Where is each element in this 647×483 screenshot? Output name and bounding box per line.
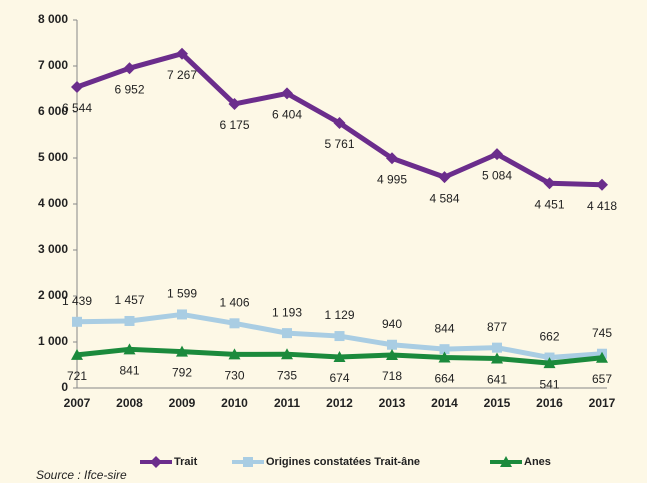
data-label: 4 584	[429, 191, 459, 205]
point-marker	[124, 315, 135, 326]
point-marker	[596, 178, 608, 191]
point-marker	[177, 309, 187, 320]
data-label: 940	[382, 317, 402, 331]
data-label: 7 267	[167, 68, 197, 82]
point-marker	[543, 177, 556, 190]
y-tick-label: 1 000	[38, 334, 68, 348]
point-marker	[438, 351, 451, 363]
data-label: 6 544	[62, 101, 92, 115]
point-marker	[438, 171, 451, 184]
point-marker	[596, 351, 608, 363]
y-tick-label: 5 000	[38, 150, 68, 164]
point-marker	[439, 344, 450, 355]
x-tick-label: 2010	[221, 396, 248, 410]
point-marker	[72, 316, 82, 327]
y-tick-label: 2 000	[38, 288, 68, 302]
point-marker	[333, 350, 346, 362]
point-marker	[176, 345, 188, 357]
data-label: 718	[382, 369, 402, 383]
point-marker	[71, 80, 83, 93]
data-label: 877	[487, 320, 507, 334]
point-marker	[387, 339, 397, 350]
point-marker	[281, 348, 293, 360]
data-label: 5 084	[482, 168, 512, 182]
y-tick-label: 7 000	[38, 58, 68, 72]
data-label: 6 952	[114, 82, 144, 96]
x-tick-label: 2009	[169, 396, 196, 410]
x-tick-label: 2012	[326, 396, 353, 410]
data-label: 674	[329, 371, 349, 385]
data-label: 730	[224, 369, 244, 383]
point-marker	[123, 62, 136, 75]
data-label: 4 451	[534, 197, 564, 211]
point-marker	[386, 348, 398, 360]
y-tick-label: 3 000	[38, 242, 68, 256]
data-label: 1 406	[219, 295, 249, 309]
data-label: 1 599	[167, 287, 197, 301]
point-marker	[543, 357, 556, 369]
data-label: 1 193	[272, 305, 302, 319]
point-marker	[491, 148, 503, 161]
legend-marker	[500, 456, 512, 467]
x-tick-label: 2011	[274, 396, 300, 410]
data-label: 745	[592, 326, 612, 340]
x-tick-label: 2017	[589, 396, 616, 410]
point-marker	[176, 47, 188, 60]
legend-marker	[150, 456, 162, 468]
x-tick-label: 2014	[431, 396, 458, 410]
point-marker	[71, 348, 83, 360]
point-marker	[492, 342, 502, 353]
point-marker	[281, 87, 293, 100]
y-tick-label: 6 000	[38, 104, 68, 118]
data-label: 6 404	[272, 108, 302, 122]
x-tick-label: 2016	[536, 396, 563, 410]
point-marker	[491, 352, 503, 364]
y-tick-label: 0	[61, 380, 68, 394]
data-label: 4 995	[377, 172, 407, 186]
data-label: 844	[434, 321, 454, 335]
point-marker	[229, 318, 240, 329]
y-tick-label: 4 000	[38, 196, 68, 210]
data-label: 657	[592, 372, 612, 386]
point-marker	[282, 328, 292, 339]
legend-label: Anes	[524, 456, 551, 468]
data-label: 792	[172, 366, 192, 380]
x-tick-label: 2008	[116, 396, 143, 410]
legend-marker	[243, 457, 253, 467]
data-label: 4 418	[587, 199, 617, 213]
data-label: 541	[539, 377, 559, 391]
data-label: 641	[487, 373, 507, 387]
point-marker	[386, 152, 398, 165]
y-tick-label: 8 000	[38, 12, 68, 26]
data-label: 1 457	[114, 293, 144, 307]
data-label: 841	[119, 363, 139, 377]
data-label: 662	[539, 330, 559, 344]
data-label: 664	[434, 372, 454, 386]
data-label: 735	[277, 368, 297, 382]
data-label: 721	[67, 369, 87, 383]
point-marker	[333, 116, 346, 129]
point-marker	[228, 348, 241, 360]
x-tick-label: 2015	[484, 396, 511, 410]
legend-label: Trait	[174, 456, 198, 468]
data-label: 1 129	[324, 308, 354, 322]
data-label: 5 761	[324, 137, 354, 151]
legend-label: Origines constatées Trait-âne	[266, 456, 420, 468]
point-marker	[123, 343, 136, 355]
x-tick-label: 2007	[64, 396, 91, 410]
data-label: 1 439	[62, 294, 92, 308]
point-marker	[228, 97, 241, 110]
point-marker	[334, 331, 345, 342]
source: Source : Ifce-sire	[36, 468, 127, 482]
x-tick-label: 2013	[379, 396, 406, 410]
data-label: 6 175	[219, 118, 249, 132]
